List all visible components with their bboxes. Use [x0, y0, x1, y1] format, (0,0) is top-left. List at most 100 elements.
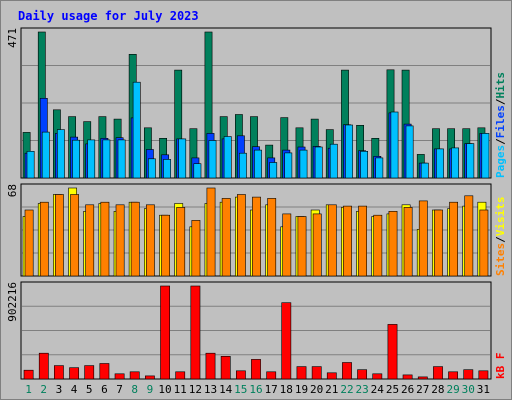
bar-pages-day-24 — [375, 157, 384, 179]
bar-sites-day-19 — [297, 216, 307, 277]
bar-kb-f-day-27 — [417, 376, 428, 380]
day-label-7: 7 — [116, 383, 123, 396]
bar-pages-day-25 — [390, 111, 399, 179]
bar-pages-day-20 — [314, 146, 323, 179]
bar-kb-f-day-13 — [205, 352, 216, 380]
legend-entry: Sites — [494, 243, 507, 276]
bar-pages-day-10 — [163, 159, 171, 179]
bar-kb-f-day-30 — [463, 369, 474, 380]
chart-title: Daily usage for July 2023 — [18, 9, 199, 23]
day-label-11: 11 — [174, 383, 187, 396]
day-label-19: 19 — [295, 383, 308, 396]
bar-pages-day-17 — [269, 162, 278, 179]
day-label-17: 17 — [265, 383, 278, 396]
day-label-30: 30 — [462, 383, 475, 396]
legend-entry: / — [494, 236, 507, 243]
bar-pages-day-9 — [148, 158, 156, 179]
day-label-6: 6 — [101, 383, 108, 396]
bar-sites-day-17 — [267, 198, 277, 277]
bar-pages-day-3 — [56, 129, 65, 179]
day-label-12: 12 — [189, 383, 202, 396]
bar-sites-day-11 — [176, 207, 186, 277]
bar-sites-day-4 — [70, 194, 79, 277]
bar-sites-day-25 — [388, 211, 398, 277]
bar-sites-day-1 — [24, 209, 34, 277]
bar-sites-day-8 — [130, 201, 140, 277]
bar-pages-day-27 — [420, 162, 429, 179]
bar-sites-day-15 — [237, 194, 246, 277]
bar-pages-day-6 — [102, 139, 111, 179]
day-label-22: 22 — [340, 383, 353, 396]
bar-kb-f-day-17 — [266, 371, 277, 380]
legend: kB F — [494, 353, 507, 380]
legend-entry: Visits — [494, 197, 507, 237]
legend-entry: / — [494, 138, 507, 145]
bar-sites-day-23 — [358, 205, 367, 277]
bar-pages-day-12 — [193, 163, 202, 179]
day-label-20: 20 — [310, 383, 323, 396]
bar-sites-day-5 — [85, 204, 95, 277]
bar-sites-day-21 — [327, 204, 337, 277]
day-label-10: 10 — [158, 383, 171, 396]
bar-sites-day-16 — [252, 196, 261, 277]
bar-kb-f-day-5 — [84, 365, 95, 380]
bar-kb-f-day-10 — [160, 285, 170, 380]
bar-kb-f-day-19 — [296, 366, 307, 380]
bar-sites-day-9 — [146, 204, 155, 277]
day-label-13: 13 — [204, 383, 217, 396]
bar-sites-day-29 — [449, 201, 458, 277]
bar-kb-f-day-7 — [114, 373, 125, 380]
bar-sites-day-10 — [161, 214, 170, 277]
panels-layer: 471Pages/Files/Hits68Sites/Visits902216k… — [6, 27, 507, 396]
day-label-16: 16 — [249, 383, 262, 396]
panel-pages-files-hits: 471 Pages/Files/Hits — [6, 27, 507, 179]
bar-kb-f-day-6 — [99, 363, 110, 380]
bar-sites-day-26 — [403, 207, 413, 277]
bar-sites-day-6 — [100, 201, 110, 277]
legend-entry: / — [494, 98, 507, 105]
bar-sites-day-2 — [39, 201, 49, 277]
bar-sites-day-31 — [479, 209, 489, 277]
ymax-label: 471 — [6, 28, 19, 48]
day-label-31: 31 — [477, 383, 490, 396]
day-label-8: 8 — [131, 383, 138, 396]
bar-pages-day-21 — [329, 143, 338, 179]
day-label-18: 18 — [280, 383, 293, 396]
bar-kb-f-day-3 — [53, 365, 64, 380]
bar-kb-f-day-28 — [433, 366, 443, 380]
bar-sites-day-27 — [418, 200, 428, 277]
day-label-4: 4 — [71, 383, 78, 396]
bar-sites-day-18 — [282, 213, 292, 277]
day-label-29: 29 — [446, 383, 459, 396]
bar-pages-day-23 — [360, 151, 368, 179]
day-label-9: 9 — [147, 383, 154, 396]
day-label-26: 26 — [401, 383, 414, 396]
bar-pages-day-31 — [481, 133, 490, 179]
bar-kb-f-day-29 — [448, 371, 458, 380]
bar-sites-day-12 — [191, 220, 201, 277]
day-label-5: 5 — [86, 383, 93, 396]
bar-pages-day-2 — [41, 131, 50, 179]
legend-entry: Hits — [494, 72, 507, 99]
day-label-2: 2 — [40, 383, 47, 396]
day-label-15: 15 — [234, 383, 247, 396]
bar-pages-day-7 — [117, 139, 126, 179]
day-label-24: 24 — [371, 383, 385, 396]
bar-pages-day-22 — [345, 124, 353, 179]
bar-kb-f-day-31 — [478, 370, 489, 380]
legend-entry: Pages — [494, 145, 507, 178]
bar-sites-day-13 — [206, 187, 216, 277]
legend: Pages/Files/Hits — [494, 72, 507, 178]
bar-sites-day-30 — [464, 195, 474, 277]
ymax-label: 68 — [6, 184, 19, 197]
bar-pages-day-29 — [451, 147, 459, 179]
bar-sites-day-14 — [221, 198, 231, 277]
bar-kb-f-day-25 — [387, 324, 398, 380]
day-label-23: 23 — [355, 383, 368, 396]
bar-kb-f-day-24 — [372, 373, 383, 380]
bar-sites-day-7 — [115, 204, 125, 277]
bar-pages-day-26 — [405, 125, 414, 179]
bar-pages-day-30 — [466, 143, 475, 179]
ymax-label: 902216 — [6, 282, 19, 322]
